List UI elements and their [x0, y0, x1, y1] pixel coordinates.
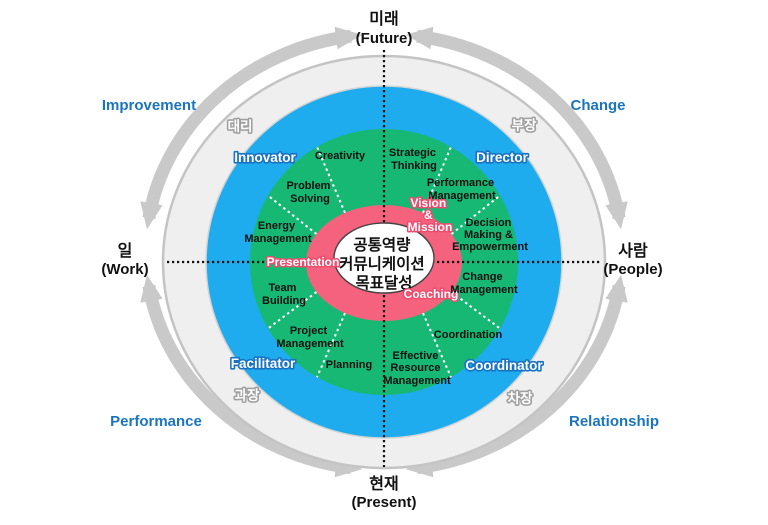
- competency-energy-management: Energy Management: [244, 220, 312, 245]
- competency-effective-resource-management: Effective Resource Management: [383, 350, 451, 387]
- sector-divider-150: [267, 194, 318, 235]
- axis-left-korean: 일: [118, 242, 133, 260]
- corner-improvement: Improvement: [102, 97, 196, 114]
- core-label-presentation: Presentation: [267, 255, 340, 269]
- role-director: Director: [476, 150, 529, 165]
- competency-strategic-thinking: Strategic Thinking: [389, 147, 439, 172]
- role-facilitator: Facilitator: [231, 356, 296, 371]
- corner-performance: Performance: [110, 413, 202, 430]
- rank-daeri: 대리: [228, 119, 253, 134]
- axis-right-korean: 사람: [618, 241, 648, 260]
- axis-right-english: (People): [603, 261, 662, 278]
- rank-bujang: 부장: [512, 117, 537, 133]
- sector-divider-30: [450, 194, 501, 235]
- axis-top-korean: 미래: [369, 10, 398, 28]
- sector-divider-330: [450, 291, 501, 330]
- center-circle: [333, 222, 435, 294]
- core-label-vision-mission: Vision & Mission: [408, 196, 453, 234]
- competency-performance-management: Performance Management: [427, 177, 497, 202]
- cycle-arrow-top-left: [140, 26, 363, 230]
- competency-team-building: Team Building: [262, 282, 306, 307]
- competency-change-management: Change Management: [450, 271, 518, 296]
- cycle-arrow-bottom-right: [405, 274, 628, 478]
- cycle-arrow-bottom-left: [140, 274, 363, 478]
- sector-divider-240: [316, 312, 346, 378]
- sector-divider-120: [316, 146, 346, 214]
- competency-planning: Planning: [326, 359, 372, 371]
- axis-bottom-korean: 현재: [369, 474, 398, 493]
- sector-divider-300: [422, 312, 452, 378]
- rank-gwajang: 과장: [235, 387, 260, 403]
- role-coordinator: Coordinator: [465, 358, 543, 373]
- sector-divider-60: [422, 146, 452, 214]
- axis-top-english: (Future): [356, 30, 413, 47]
- center-goal-text: 공통역량 커뮤니케이션 목표달성: [339, 235, 429, 292]
- competency-project-management: Project Management: [276, 325, 344, 350]
- sector-divider-210: [267, 291, 318, 330]
- corner-change: Change: [570, 97, 625, 114]
- axis-left-english: (Work): [101, 261, 148, 278]
- role-innovator: Innovator: [234, 150, 296, 165]
- core-label-coaching: Coaching: [404, 287, 459, 301]
- competency-problem-solving: Problem Solving: [286, 180, 333, 205]
- corner-relationship: Relationship: [569, 413, 659, 430]
- competency-decision-making-empowerment: Decision Making & Empowerment: [452, 217, 528, 253]
- axis-bottom-english: (Present): [351, 494, 416, 511]
- cycle-arrow-top-right: [405, 26, 628, 230]
- competency-creativity: Creativity: [315, 150, 366, 162]
- rank-chajang: 차장: [508, 390, 533, 406]
- competency-coordination: Coordination: [434, 329, 503, 341]
